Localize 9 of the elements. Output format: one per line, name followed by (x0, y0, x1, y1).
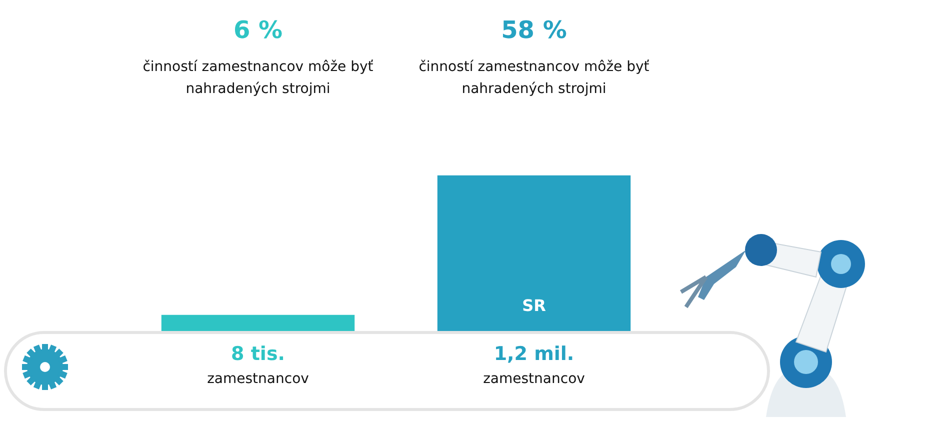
text: zamestnancov (482, 370, 586, 389)
text: zamestnancov (206, 370, 310, 389)
data-label: 58 % (501, 16, 567, 44)
text: činností zamestnancov môže byť nahradených strojmi (142, 58, 374, 99)
x-tick-label: SR (522, 296, 546, 316)
text: 1,2 mil. (492, 343, 576, 365)
data-label: 6 % (233, 16, 283, 44)
text: 8 tis. (230, 343, 286, 365)
text: činností zamestnancov môže byť nahradených strojmi (418, 58, 650, 99)
